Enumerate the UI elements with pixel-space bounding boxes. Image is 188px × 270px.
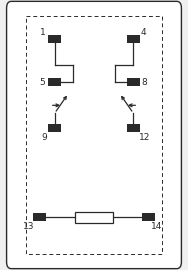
Bar — [75, 212, 113, 223]
Text: 9: 9 — [41, 133, 47, 142]
Text: 13: 13 — [23, 222, 35, 231]
Bar — [127, 124, 140, 132]
FancyBboxPatch shape — [7, 1, 181, 269]
Bar — [127, 78, 140, 86]
Text: 12: 12 — [139, 133, 150, 142]
Text: 4: 4 — [141, 28, 147, 37]
Bar — [127, 35, 140, 43]
Bar — [48, 124, 61, 132]
Text: 1: 1 — [40, 28, 46, 37]
Text: 14: 14 — [151, 222, 163, 231]
Bar — [33, 213, 46, 221]
Bar — [48, 78, 61, 86]
Bar — [48, 35, 61, 43]
Text: 5: 5 — [39, 78, 45, 87]
Bar — [142, 213, 155, 221]
Text: 8: 8 — [141, 78, 147, 87]
